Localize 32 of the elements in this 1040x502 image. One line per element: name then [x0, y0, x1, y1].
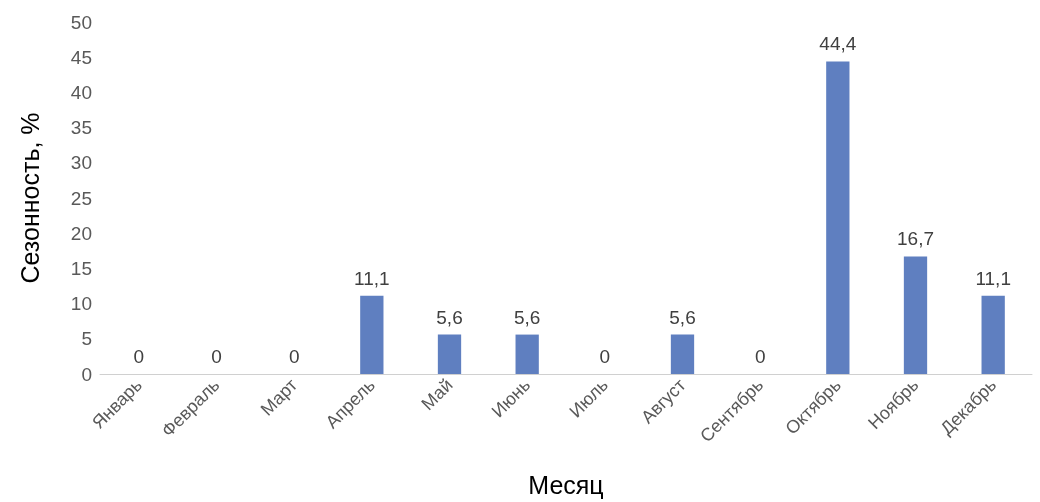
y-tick-label: 30 — [70, 152, 92, 174]
y-axis-title: Сезонность, % — [15, 112, 44, 284]
y-tick-label: 20 — [70, 222, 92, 244]
bar — [903, 256, 928, 374]
y-tick-label: 50 — [70, 11, 92, 33]
data-label: 5,6 — [669, 306, 696, 328]
y-tick-label: 45 — [70, 46, 92, 68]
data-label: 0 — [599, 346, 611, 367]
y-tick-label: 5 — [81, 328, 92, 350]
y-tick-label: 15 — [70, 257, 92, 279]
data-label: 16,7 — [897, 228, 934, 250]
bar — [515, 334, 539, 374]
bar — [437, 334, 462, 374]
data-label: 0 — [288, 346, 300, 367]
data-label: 11,1 — [975, 267, 1011, 289]
data-label: 44,4 — [819, 33, 857, 55]
data-label: 0 — [133, 346, 145, 367]
bar — [670, 334, 695, 374]
y-tick-label: 10 — [70, 293, 92, 315]
data-label: 5,6 — [513, 306, 541, 328]
data-label: 0 — [211, 346, 222, 367]
bar — [981, 295, 1005, 374]
bar — [360, 295, 384, 374]
y-tick-label: 25 — [70, 187, 92, 209]
data-label: 5,6 — [436, 306, 463, 328]
y-tick-label: 35 — [70, 117, 92, 139]
data-label: 0 — [754, 346, 766, 367]
y-tick-label: 0 — [81, 363, 92, 385]
data-label: 11,1 — [354, 267, 390, 289]
y-tick-label: 40 — [70, 81, 92, 103]
x-axis-title: Месяц — [528, 470, 604, 499]
bar — [826, 61, 850, 374]
